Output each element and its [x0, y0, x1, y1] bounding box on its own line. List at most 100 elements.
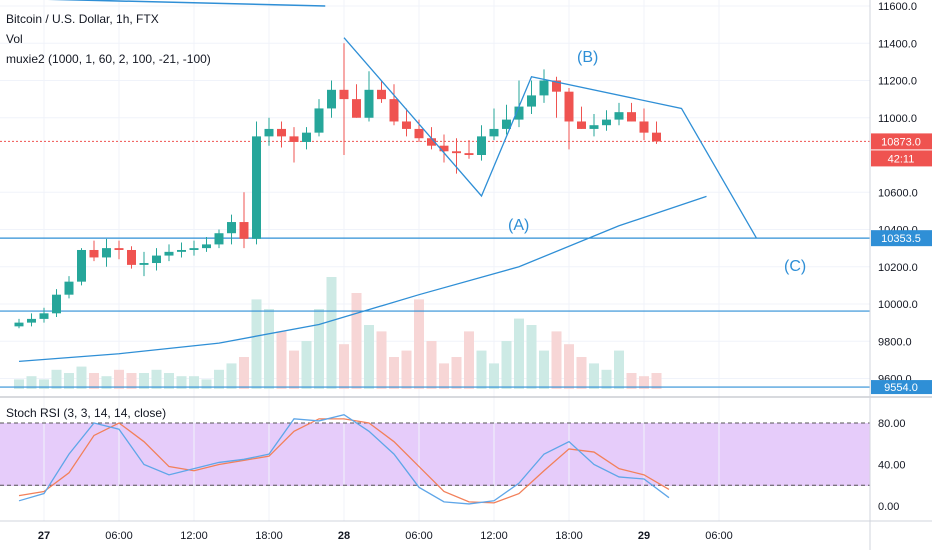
candle-body — [414, 128, 424, 139]
candle-body — [239, 222, 249, 239]
wave-label-c: (C) — [784, 258, 806, 275]
rsi-axis[interactable]: 80.00 40.00 0.00 — [878, 418, 906, 513]
candle-body — [277, 128, 286, 137]
candle-body — [652, 132, 661, 142]
symbol-title[interactable]: Bitcoin / U.S. Dollar, 1h, FTX — [6, 12, 159, 26]
candle-body — [639, 121, 649, 133]
volume-bar — [276, 331, 287, 389]
candle-body — [464, 153, 474, 155]
volume-bar — [139, 373, 149, 389]
candle-body — [339, 89, 349, 100]
volume-bar — [339, 344, 349, 389]
volume-bar — [189, 376, 199, 389]
candle-body — [577, 121, 586, 129]
rsi-tick-label: 40.00 — [878, 460, 906, 472]
horizontal-levels[interactable] — [0, 140, 870, 388]
volume-bar — [39, 379, 49, 389]
price-tick-label: 10000.0 — [878, 299, 918, 311]
candle-body — [227, 222, 236, 234]
candle-body — [102, 248, 111, 258]
candle-body — [127, 249, 136, 265]
level-badge-1-background — [871, 230, 932, 247]
volume-bar — [426, 341, 437, 389]
level-badge-2-background — [871, 380, 932, 395]
candle-body — [289, 136, 299, 142]
time-tick-label: 18:00 — [255, 530, 283, 542]
volume-bar — [514, 318, 524, 389]
candle-body — [252, 136, 261, 239]
volume-bar — [239, 357, 249, 389]
volume-bar — [376, 331, 387, 389]
price-tick-label: 10200.0 — [878, 262, 918, 274]
candle-body — [514, 106, 524, 120]
stoch-rsi-k-line — [18, 414, 670, 505]
level-badge-1: 10353.5 — [881, 233, 921, 245]
candle-body — [27, 318, 36, 323]
axis-labels: 10873.0 42:11 10353.5 9554.0 — [871, 133, 932, 395]
candle-body — [477, 136, 486, 155]
volume-bar — [564, 344, 574, 389]
volume-bar — [476, 350, 487, 389]
stoch-rsi-legend[interactable]: Stoch RSI (3, 3, 14, 14, close) — [6, 406, 167, 420]
price-tick-label: 11200.0 — [878, 76, 917, 88]
time-tick-label: 28 — [338, 530, 350, 542]
candle-body — [314, 108, 324, 133]
candle-body — [527, 95, 536, 107]
time-axis[interactable]: 27 06:00 12:00 18:00 28 06:00 12:00 18:00 29 06:0… — [38, 530, 733, 542]
volume-bar — [176, 376, 187, 389]
candle-body — [402, 121, 411, 129]
volume-bar — [89, 373, 99, 389]
candle-body — [539, 80, 549, 96]
volume-bar — [489, 363, 499, 389]
level-badge-2: 9554.0 — [884, 382, 918, 394]
volume-bar — [576, 357, 587, 389]
candle-body — [189, 248, 199, 250]
candles — [14, 43, 661, 329]
candle-body — [139, 263, 149, 265]
candle-body — [589, 125, 599, 129]
candle-body — [427, 138, 436, 146]
candle-body — [202, 244, 211, 249]
rsi-band — [0, 423, 870, 486]
price-tick-label: 11600.0 — [878, 1, 917, 13]
wave-label-a: (A) — [508, 217, 529, 234]
countdown-badge: 42:11 — [888, 153, 915, 165]
indicator-legend[interactable]: muxie2 (1000, 1, 60, 2, 100, -21, -100) — [6, 52, 211, 66]
volume-bar — [314, 309, 324, 389]
last-price-badge-background — [871, 133, 932, 150]
candle-body — [602, 119, 611, 126]
volume-bar — [14, 379, 24, 389]
price-tick-label: 10600.0 — [878, 187, 918, 199]
volume-bar — [639, 376, 649, 389]
candle-body — [152, 255, 161, 264]
candle-body — [439, 145, 449, 152]
volume-legend[interactable]: Vol — [6, 32, 23, 46]
rsi-tick-label: 0.00 — [878, 501, 899, 513]
volume-bar — [214, 369, 224, 389]
candle-body — [39, 313, 49, 319]
candle-body — [264, 128, 274, 137]
drawings[interactable] — [18, 0, 758, 363]
volume-bar — [589, 363, 599, 389]
volume-bar — [151, 369, 162, 389]
last-price-badge: 10873.0 — [881, 136, 921, 148]
time-tick-label: 06:00 — [705, 530, 733, 542]
countdown-badge-background — [871, 150, 932, 167]
time-tick-label: 06:00 — [105, 530, 133, 542]
moving-average-line — [18, 195, 707, 363]
volume-bar — [226, 363, 237, 389]
time-tick-label: 06:00 — [405, 530, 433, 542]
volume-bar — [301, 341, 312, 389]
candle-body — [364, 89, 374, 118]
time-tick-label: 12:00 — [180, 530, 208, 542]
price-tick-label: 9800.0 — [878, 336, 912, 348]
candle-body — [489, 128, 499, 137]
candle-body — [214, 233, 224, 245]
rsi-tick-label: 80.00 — [878, 418, 906, 430]
candle-body — [114, 248, 124, 250]
volume-bar — [126, 373, 137, 389]
candle-body — [389, 99, 399, 122]
volume-bar — [439, 363, 449, 389]
